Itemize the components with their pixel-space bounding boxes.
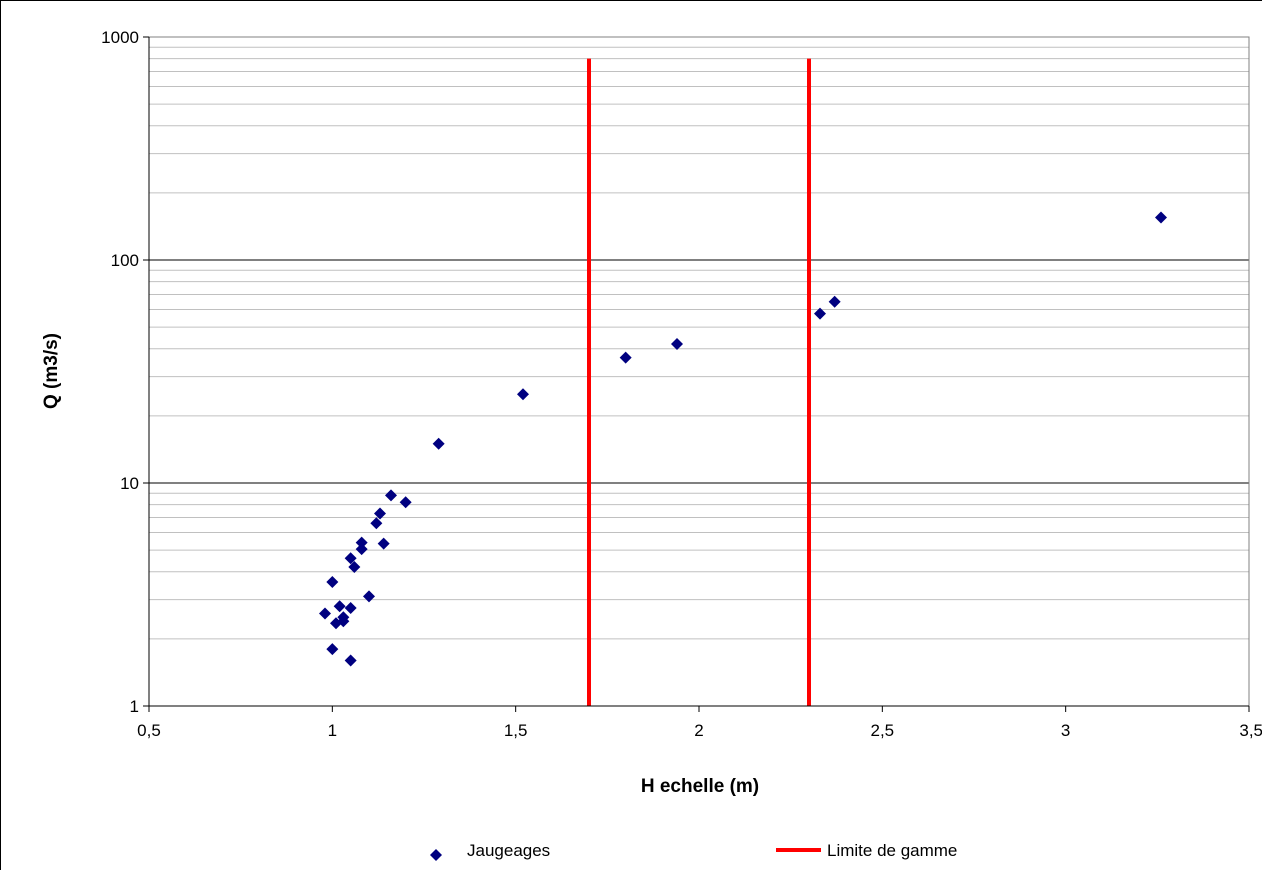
x-tick-label: 1,5 [504, 721, 528, 740]
data-point [326, 575, 339, 588]
x-tick-label: 3 [1061, 721, 1070, 740]
data-point [517, 388, 529, 401]
y-tick-label: 100 [111, 251, 139, 270]
data-point [337, 611, 350, 624]
data-point [385, 489, 397, 502]
x-tick-labels: 0,5 1 1,5 2 2,5 3 3,5 [137, 706, 1262, 740]
data-point [619, 351, 632, 364]
data-point [374, 507, 386, 520]
x-tick-label: 0,5 [137, 721, 161, 740]
y-axis-label: Q (m3/s) [41, 333, 62, 409]
data-point [348, 561, 361, 574]
y-tick-labels: 1 10 100 1000 [101, 28, 149, 716]
scatter-points [319, 211, 1167, 667]
y-tick-label: 1000 [101, 28, 139, 47]
y-tick-label: 1 [130, 697, 139, 716]
data-point [355, 536, 368, 549]
data-point [399, 496, 412, 509]
data-point [363, 590, 375, 603]
data-point [814, 307, 826, 320]
data-point [344, 602, 357, 615]
data-point [333, 600, 346, 613]
data-point [344, 654, 357, 667]
plot-area [148, 36, 1250, 707]
legend-diamond-marker [430, 849, 442, 861]
data-point [432, 437, 445, 450]
data-point [355, 543, 368, 556]
range-limit-lines [587, 58, 811, 706]
x-tick-label: 2 [694, 721, 703, 740]
minor-gridlines [149, 46, 1249, 640]
y-tick-label: 10 [120, 474, 139, 493]
legend: Jaugeages Limite de gamme [430, 841, 957, 861]
data-point [1155, 211, 1167, 224]
data-point [319, 607, 331, 620]
data-point [671, 338, 683, 351]
data-point [344, 552, 357, 565]
legend-item-jaugeages: Jaugeages [430, 841, 550, 861]
data-point [370, 517, 383, 530]
legend-label-limite-de-gamme: Limite de gamme [827, 841, 957, 860]
data-point [377, 537, 390, 550]
legend-label-jaugeages: Jaugeages [467, 841, 550, 860]
x-tick-label: 1 [328, 721, 337, 740]
data-point [326, 643, 339, 656]
axes [148, 37, 1249, 707]
x-tick-label: 3,5 [1239, 721, 1262, 740]
x-axis-label: H echelle (m) [641, 776, 759, 797]
data-point [828, 295, 841, 308]
legend-item-limite-de-gamme: Limite de gamme [776, 841, 957, 860]
x-tick-label: 2,5 [871, 721, 895, 740]
